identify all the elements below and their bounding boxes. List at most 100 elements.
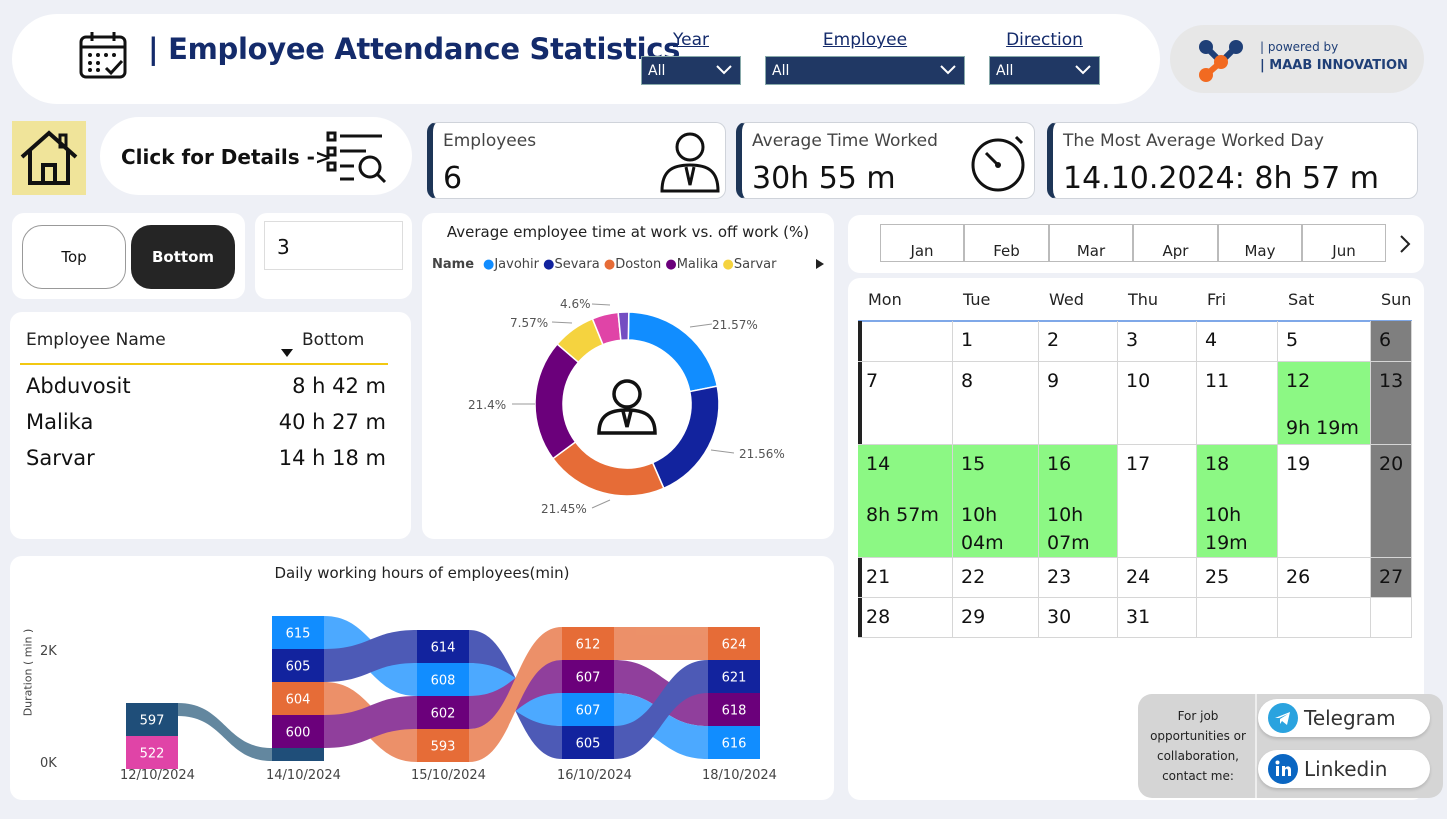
calendar-day[interactable]: 18 10h 19m [1197, 445, 1278, 558]
sankey-node[interactable] [562, 693, 614, 726]
donut-slice-javohir[interactable] [627, 311, 719, 393]
home-button[interactable] [12, 121, 86, 195]
calendar-day[interactable]: 2 [1039, 321, 1118, 362]
sankey-node[interactable] [708, 627, 760, 660]
month-apr[interactable]: Apr [1133, 224, 1218, 262]
sankey-node[interactable] [708, 726, 760, 759]
calendar-day[interactable]: 7 [858, 362, 953, 445]
employee-filter-select[interactable]: All [765, 56, 965, 85]
calendar-day[interactable]: 11 [1197, 362, 1278, 445]
calendar-day[interactable]: 5 [1278, 321, 1371, 362]
sankey-node[interactable] [562, 660, 614, 693]
calendar-day[interactable]: 19 [1278, 445, 1371, 558]
legend-item-sarvar[interactable]: ●Sarvar [722, 257, 777, 272]
month-jun[interactable]: Jun [1302, 224, 1386, 262]
table-row[interactable]: Sarvar 14 h 18 m [26, 446, 386, 470]
direction-filter-value: All [996, 63, 1014, 79]
legend-item-sevara[interactable]: ●Sevara [543, 257, 600, 272]
sankey-node[interactable] [272, 616, 324, 649]
sankey-node-label: 608 [431, 674, 456, 689]
day-number: 20 [1379, 453, 1404, 475]
sankey-node[interactable] [272, 649, 324, 682]
calendar-day[interactable]: 13 [1371, 362, 1412, 445]
sankey-node[interactable] [272, 748, 324, 761]
calendar-empty-cell [858, 321, 953, 362]
table-row[interactable]: Abduvosit 8 h 42 m [26, 374, 386, 398]
legend-item-javohir[interactable]: ●Javohir [483, 257, 539, 272]
calendar-day[interactable]: 8 [953, 362, 1039, 445]
legend-item-malika[interactable]: ●Malika [665, 257, 719, 272]
calendar-day[interactable]: 24 [1118, 558, 1197, 598]
donut-slice-doston[interactable] [551, 440, 665, 497]
calendar-day[interactable]: 27 [1371, 558, 1412, 598]
month-mar[interactable]: Mar [1049, 224, 1133, 262]
sankey-node[interactable] [272, 682, 324, 715]
calendar-day[interactable]: 31 [1118, 598, 1197, 638]
donut-slice-malika[interactable] [534, 342, 580, 460]
details-button[interactable]: Click for Details -> [100, 117, 412, 195]
month-jan[interactable]: Jan [880, 224, 964, 262]
bottom-button[interactable]: Bottom [131, 225, 235, 289]
year-filter-select[interactable]: All [641, 56, 741, 85]
sankey-node[interactable] [126, 703, 178, 736]
calendar-day[interactable]: 16 10h 07m [1039, 445, 1118, 558]
calendar-day[interactable]: 21 [858, 558, 953, 598]
sankey-node-label: 593 [431, 740, 456, 755]
top-bottom-toggle: Top Bottom [12, 213, 245, 299]
calendar-day[interactable]: 4 [1197, 321, 1278, 362]
telegram-button[interactable]: Telegram [1258, 699, 1430, 737]
kpi-avg-time-value: 30h 55 m [752, 161, 896, 196]
direction-filter-select[interactable]: All [989, 56, 1100, 85]
donut-slice-other-2[interactable] [617, 311, 630, 342]
calendar-day[interactable]: 12 9h 19m [1278, 362, 1371, 445]
sankey-node[interactable] [417, 729, 469, 762]
calendar-day[interactable]: 17 [1118, 445, 1197, 558]
calendar-day[interactable]: 28 [858, 598, 953, 638]
calendar-day[interactable]: 20 [1371, 445, 1412, 558]
sankey-node[interactable] [272, 715, 324, 748]
day-number: 8 [961, 370, 974, 392]
calendar-day[interactable]: 25 [1197, 558, 1278, 598]
sankey-node[interactable] [562, 627, 614, 660]
leader-line [551, 321, 573, 324]
calendar-day[interactable]: 30 [1039, 598, 1118, 638]
calendar-day[interactable]: 15 10h 04m [953, 445, 1039, 558]
month-feb[interactable]: Feb [964, 224, 1049, 262]
chevron-right-icon[interactable] [1399, 234, 1411, 254]
legend-next-icon[interactable] [816, 259, 824, 269]
sankey-node[interactable] [126, 736, 178, 769]
table-row[interactable]: Malika 40 h 27 m [26, 410, 386, 434]
top-button[interactable]: Top [22, 225, 126, 289]
sankey-node-label: 602 [431, 707, 456, 722]
calendar-day[interactable]: 26 [1278, 558, 1371, 598]
sankey-node[interactable] [708, 693, 760, 726]
count-input[interactable]: 3 [264, 221, 403, 270]
linkedin-button[interactable]: Linkedin [1258, 750, 1430, 788]
legend-item-doston[interactable]: ●Doston [603, 257, 662, 272]
calendar-day[interactable]: 29 [953, 598, 1039, 638]
calendar-day[interactable]: 23 [1039, 558, 1118, 598]
calendar-day[interactable]: 22 [953, 558, 1039, 598]
sankey-node[interactable] [417, 696, 469, 729]
calendar-day[interactable]: 6 [1371, 321, 1412, 362]
kpi-avg-time-label: Average Time Worked [752, 131, 938, 151]
calendar-day[interactable]: 10 [1118, 362, 1197, 445]
sankey-node[interactable] [708, 660, 760, 693]
day-number: 24 [1126, 566, 1151, 588]
sankey-node[interactable] [417, 630, 469, 663]
powered-by-badge[interactable]: | powered by | MAAB INNOVATION [1170, 25, 1424, 93]
year-filter-value: All [648, 63, 666, 79]
day-number: 7 [866, 370, 879, 392]
day-number: 12 [1286, 370, 1311, 392]
sankey-node[interactable] [417, 663, 469, 696]
calendar-day[interactable]: 1 [953, 321, 1039, 362]
month-may[interactable]: May [1218, 224, 1302, 262]
calendar-day[interactable]: 3 [1118, 321, 1197, 362]
donut-slice-sevara[interactable] [651, 385, 720, 490]
col-header-name[interactable]: Employee Name [26, 330, 166, 350]
calendar-day[interactable]: 9 [1039, 362, 1118, 445]
sankey-node[interactable] [562, 726, 614, 759]
calendar-day[interactable]: 14 8h 57m [858, 445, 953, 558]
day-number: 29 [961, 606, 986, 628]
col-header-value[interactable]: Bottom [302, 330, 365, 350]
